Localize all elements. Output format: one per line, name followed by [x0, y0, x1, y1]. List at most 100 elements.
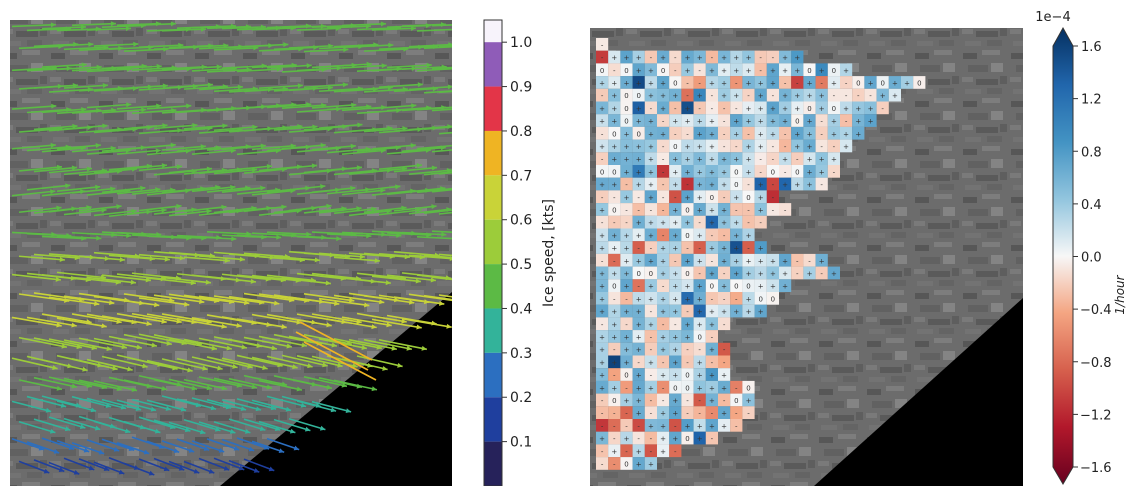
divergence-cell: -: [766, 190, 779, 204]
divergence-cell: +: [766, 279, 779, 292]
svg-text:+: +: [709, 245, 715, 253]
ice-speed-tick-label: 1.0: [510, 35, 532, 51]
divergence-tick-label: −1.2: [1080, 408, 1112, 423]
svg-text:+: +: [843, 143, 849, 151]
svg-text:+: +: [636, 168, 642, 176]
divergence-cell: -: [644, 203, 657, 216]
velocity-arrow: [108, 335, 158, 348]
svg-text:+: +: [697, 283, 703, 291]
velocity-arrow: [123, 420, 161, 434]
divergence-cell: 0: [705, 190, 718, 204]
velocity-arrow: [378, 82, 423, 88]
divergence-cell: +: [669, 368, 682, 381]
svg-text:+: +: [758, 194, 764, 202]
divergence-cell: +: [693, 88, 706, 102]
velocity-arrow: [123, 462, 155, 476]
svg-text:+: +: [648, 143, 654, 151]
svg-text:+: +: [880, 92, 886, 100]
velocity-arrow: [71, 442, 105, 455]
velocity-arrow: [93, 337, 143, 350]
velocity-arrow: [63, 339, 113, 352]
velocity-arrow: [431, 24, 452, 27]
velocity-arrow: [168, 166, 213, 174]
svg-text:+: +: [746, 79, 752, 87]
svg-text:+: +: [636, 156, 642, 164]
velocity-arrow: [371, 318, 422, 330]
velocity-arrow: [86, 397, 127, 410]
divergence-cell: +: [693, 50, 706, 64]
velocity-arrow: [71, 21, 116, 27]
svg-text:+: +: [599, 346, 605, 354]
velocity-arrow: [161, 358, 208, 371]
divergence-cell: 0: [620, 63, 633, 77]
divergence-cell: +: [657, 431, 670, 445]
velocity-arrow: [161, 440, 195, 453]
divergence-cell: +: [608, 114, 621, 127]
svg-text:+: +: [660, 105, 666, 113]
right-panel: -- + + + - + - + + - + + + - - + +0-0 + +0- + - + + + + - + + +0 +0 ++…: [590, 28, 1023, 486]
divergence-cell: +: [705, 368, 718, 381]
svg-text:+: +: [721, 54, 727, 62]
divergence-cell: 0: [608, 126, 621, 140]
divergence-colorbar: 1e−4 1/hour 1.6 1.2 0.8 0.4 0.0 −0.4 −0.8 −1.2 −…: [1035, 10, 1127, 485]
velocity-arrow: [56, 317, 107, 329]
velocity-arrow: [63, 417, 101, 431]
svg-text:+: +: [624, 257, 630, 265]
svg-text:-: -: [662, 181, 665, 189]
svg-text:-: -: [613, 67, 616, 75]
divergence-cell: -: [718, 317, 731, 331]
divergence-cell: +: [644, 152, 657, 165]
divergence-cell: +: [608, 444, 621, 458]
divergence-cell: +: [705, 63, 718, 77]
svg-text:+: +: [697, 232, 703, 240]
svg-text:+: +: [843, 105, 849, 113]
divergence-cell: +: [888, 76, 901, 89]
svg-text:0: 0: [832, 67, 836, 75]
divergence-cell: -: [705, 355, 718, 369]
divergence-cell: -: [705, 50, 718, 64]
divergence-cell: -: [681, 241, 694, 254]
svg-text:-: -: [784, 79, 787, 87]
svg-text:-: -: [833, 168, 836, 176]
svg-text:+: +: [624, 79, 630, 87]
svg-text:-: -: [735, 206, 738, 214]
svg-text:0: 0: [685, 206, 689, 214]
svg-text:+: +: [599, 206, 605, 214]
velocity-arrow: [131, 398, 172, 411]
svg-text:+: +: [770, 257, 776, 265]
velocity-arrow: [41, 437, 75, 450]
divergence-cell: -: [840, 114, 853, 127]
divergence-cell: 0: [681, 203, 694, 216]
divergence-cell: +: [632, 368, 645, 381]
svg-text:+: +: [721, 283, 727, 291]
velocity-arrow: [78, 379, 123, 391]
svg-text:+: +: [599, 105, 605, 113]
divergence-cell: +: [827, 126, 840, 140]
velocity-arrow: [123, 333, 173, 346]
svg-text:+: +: [782, 283, 788, 291]
divergence-cell: -: [815, 266, 828, 280]
velocity-arrow: [101, 398, 142, 411]
divergence-cell: +: [705, 317, 718, 331]
divergence-cell: -: [644, 241, 657, 254]
divergence-cell: -: [669, 419, 682, 432]
velocity-arrow: [243, 42, 289, 48]
svg-text:+: +: [794, 67, 800, 75]
divergence-cell: +: [620, 241, 633, 254]
divergence-cell: +: [754, 114, 767, 127]
velocity-arrow: [48, 296, 100, 307]
divergence-cell: +: [596, 203, 609, 216]
divergence-cell: +: [705, 304, 718, 318]
velocity-arrow: [146, 440, 180, 453]
divergence-cell: 0: [803, 101, 816, 115]
divergence-cell: -: [644, 50, 657, 64]
svg-text:+: +: [648, 79, 654, 87]
divergence-cell: -: [705, 292, 718, 305]
svg-text:+: +: [672, 118, 678, 126]
svg-text:-: -: [637, 422, 640, 430]
divergence-cell: -: [657, 165, 670, 178]
svg-text:+: +: [672, 245, 678, 253]
divergence-cell: -: [644, 444, 657, 458]
ice-speed-colorbar-label: Ice speed, [kts]: [541, 199, 557, 307]
svg-text:0: 0: [673, 143, 677, 151]
